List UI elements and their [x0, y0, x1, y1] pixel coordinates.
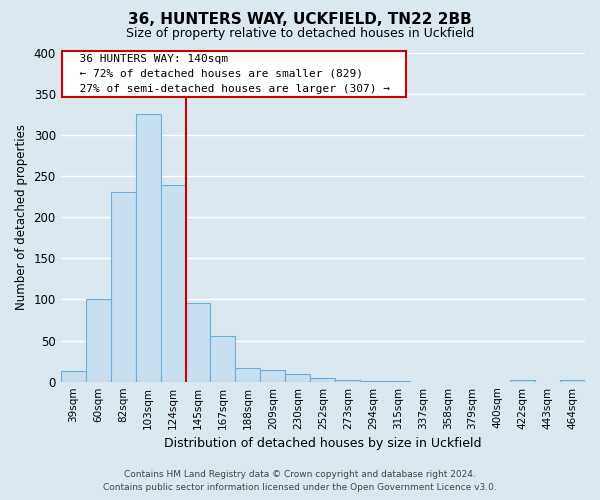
Text: 36 HUNTERS WAY: 140sqm
  ← 72% of detached houses are smaller (829)
  27% of sem: 36 HUNTERS WAY: 140sqm ← 72% of detached… [65, 54, 403, 94]
X-axis label: Distribution of detached houses by size in Uckfield: Distribution of detached houses by size … [164, 437, 482, 450]
Bar [560, 380, 585, 382]
Bar [310, 378, 335, 382]
Bar [385, 381, 410, 382]
Bar [61, 371, 86, 382]
Bar [286, 374, 310, 382]
Y-axis label: Number of detached properties: Number of detached properties [15, 124, 28, 310]
Bar [335, 380, 360, 382]
Bar [510, 380, 535, 382]
Bar [136, 114, 161, 382]
Bar [211, 336, 235, 382]
Bar [110, 192, 136, 382]
Bar [360, 381, 385, 382]
Text: 36, HUNTERS WAY, UCKFIELD, TN22 2BB: 36, HUNTERS WAY, UCKFIELD, TN22 2BB [128, 12, 472, 28]
Text: Contains HM Land Registry data © Crown copyright and database right 2024.
Contai: Contains HM Land Registry data © Crown c… [103, 470, 497, 492]
Bar [235, 368, 260, 382]
Bar [86, 298, 110, 382]
Bar [185, 302, 211, 382]
Bar [260, 370, 286, 382]
Text: Size of property relative to detached houses in Uckfield: Size of property relative to detached ho… [126, 28, 474, 40]
Bar [161, 185, 185, 382]
